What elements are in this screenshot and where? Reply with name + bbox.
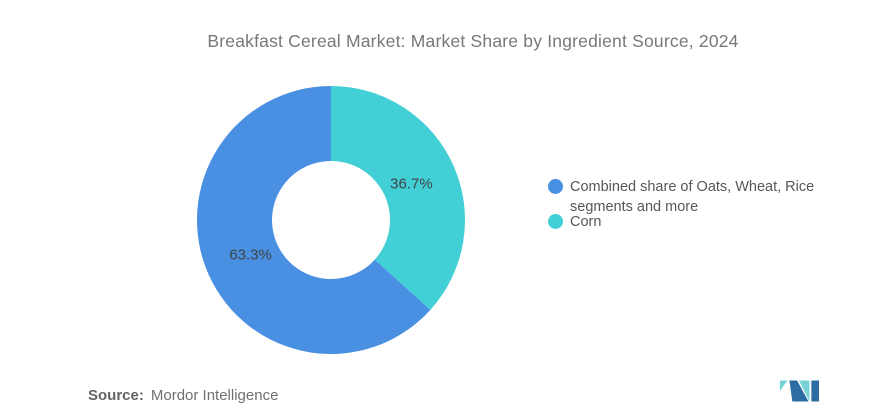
source-value: Mordor Intelligence bbox=[150, 387, 279, 404]
chart-title: Breakfast Cereal Market: Market Share by… bbox=[207, 31, 739, 51]
source-label: Source: bbox=[88, 387, 144, 404]
donut-chart: 36.7% 63.3% bbox=[197, 86, 465, 354]
slice-value-label: 63.3% bbox=[229, 247, 272, 264]
logo-teal-right-triangle bbox=[798, 380, 810, 402]
source-line: Source: Mordor Intelligence bbox=[88, 387, 278, 404]
legend-label: Combined share of Oats, Wheat, Rice segm… bbox=[570, 179, 815, 215]
legend-item-corn: Corn bbox=[548, 212, 822, 232]
logo-blue-diagonal bbox=[789, 380, 809, 402]
slice-value-label: 36.7% bbox=[390, 175, 433, 192]
legend-swatch-blue bbox=[548, 179, 563, 194]
mordor-intelligence-logo bbox=[779, 380, 819, 402]
logo-teal-left-triangle bbox=[779, 380, 788, 391]
legend-item-combined-oats-wheat-rice: Combined share of Oats, Wheat, Rice segm… bbox=[548, 177, 822, 217]
legend-swatch-teal bbox=[548, 214, 563, 229]
logo-blue-bar bbox=[811, 380, 819, 402]
legend-label: Corn bbox=[570, 214, 602, 230]
donut-slice-corn bbox=[331, 86, 465, 310]
donut-slice-combined bbox=[197, 86, 431, 354]
